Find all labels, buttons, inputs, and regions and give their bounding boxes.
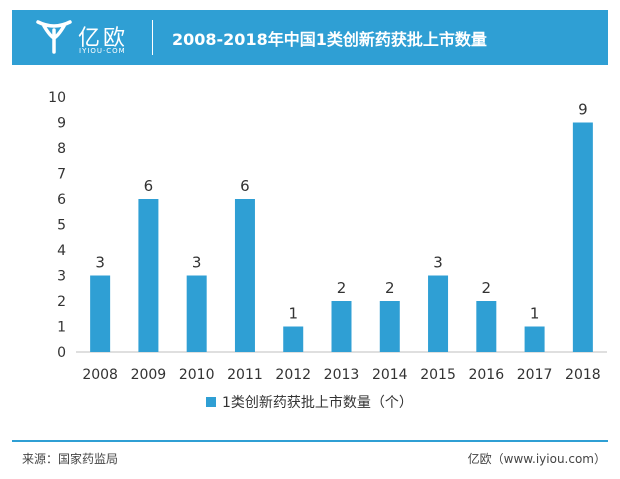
x-tick-label: 2014 <box>372 367 408 383</box>
data-label: 2 <box>385 279 395 297</box>
legend: 1类创新药获批上市数量（个） <box>206 394 413 411</box>
y-tick-label: 4 <box>57 243 66 259</box>
bar <box>90 275 111 352</box>
data-label: 9 <box>578 101 588 119</box>
y-tick-label: 9 <box>57 116 66 132</box>
y-tick-label: 2 <box>57 294 66 310</box>
x-tick-label: 2018 <box>565 367 601 383</box>
x-tick-label: 2010 <box>179 367 215 383</box>
bar <box>572 122 593 352</box>
brand-logo: 亿欧 IYIOU·COM <box>34 16 138 60</box>
bars: 3 6 3 6 1 2 2 3 2 1 9 <box>90 101 593 352</box>
title-banner: 亿欧 IYIOU·COM 2008-2018年中国1类创新药获批上市数量 <box>12 10 608 65</box>
logo-subtext: IYIOU·COM <box>79 47 126 55</box>
y-tick-label: 1 <box>57 320 66 336</box>
bar <box>524 326 545 352</box>
data-label: 6 <box>144 177 154 195</box>
data-label: 3 <box>433 254 443 272</box>
x-tick-label: 2008 <box>82 367 118 383</box>
bar <box>283 326 304 352</box>
bar <box>331 301 352 352</box>
data-label: 6 <box>240 177 250 195</box>
y-tick-label: 0 <box>57 345 66 361</box>
axes: 0 1 2 3 4 5 6 7 8 9 10 2008 2009 2010 2011 2012 2013 2014… <box>48 90 607 383</box>
bar <box>428 275 449 352</box>
credit-note: 亿欧（www.iyiou.com） <box>467 452 606 466</box>
chart-title: 2008-2018年中国1类创新药获批上市数量 <box>172 30 487 49</box>
y-tick-label: 8 <box>57 141 66 157</box>
legend-swatch <box>206 397 216 407</box>
header-divider <box>152 20 153 55</box>
data-label: 2 <box>482 279 492 297</box>
bar-chart: 0 1 2 3 4 5 6 7 8 9 10 2008 2009 2010 2011 2012 2013 2014… <box>48 90 607 411</box>
x-tick-label: 2012 <box>275 367 311 383</box>
data-label: 1 <box>530 305 540 323</box>
x-tick-label: 2016 <box>468 367 504 383</box>
x-tick-label: 2013 <box>324 367 360 383</box>
logo-icon <box>36 20 72 54</box>
bar <box>186 275 207 352</box>
logo-name: 亿欧 <box>78 26 129 51</box>
y-tick-label: 3 <box>57 269 66 285</box>
y-tick-label: 10 <box>48 90 66 106</box>
y-tick-label: 5 <box>57 218 66 234</box>
legend-label: 1类创新药获批上市数量（个） <box>222 394 413 411</box>
data-label: 3 <box>192 254 202 272</box>
x-tick-label: 2011 <box>227 367 263 383</box>
bar <box>234 199 255 352</box>
data-label: 2 <box>337 279 347 297</box>
bar <box>476 301 497 352</box>
data-label: 3 <box>95 254 105 272</box>
y-tick-label: 6 <box>57 192 66 208</box>
x-tick-label: 2017 <box>517 367 553 383</box>
source-note: 来源：国家药监局 <box>22 452 119 466</box>
footer-rule <box>12 440 608 442</box>
x-tick-label: 2015 <box>420 367 456 383</box>
bar <box>138 199 159 352</box>
x-tick-label: 2009 <box>131 367 167 383</box>
bar <box>379 301 400 352</box>
y-tick-label: 7 <box>57 167 66 183</box>
data-label: 1 <box>288 305 298 323</box>
